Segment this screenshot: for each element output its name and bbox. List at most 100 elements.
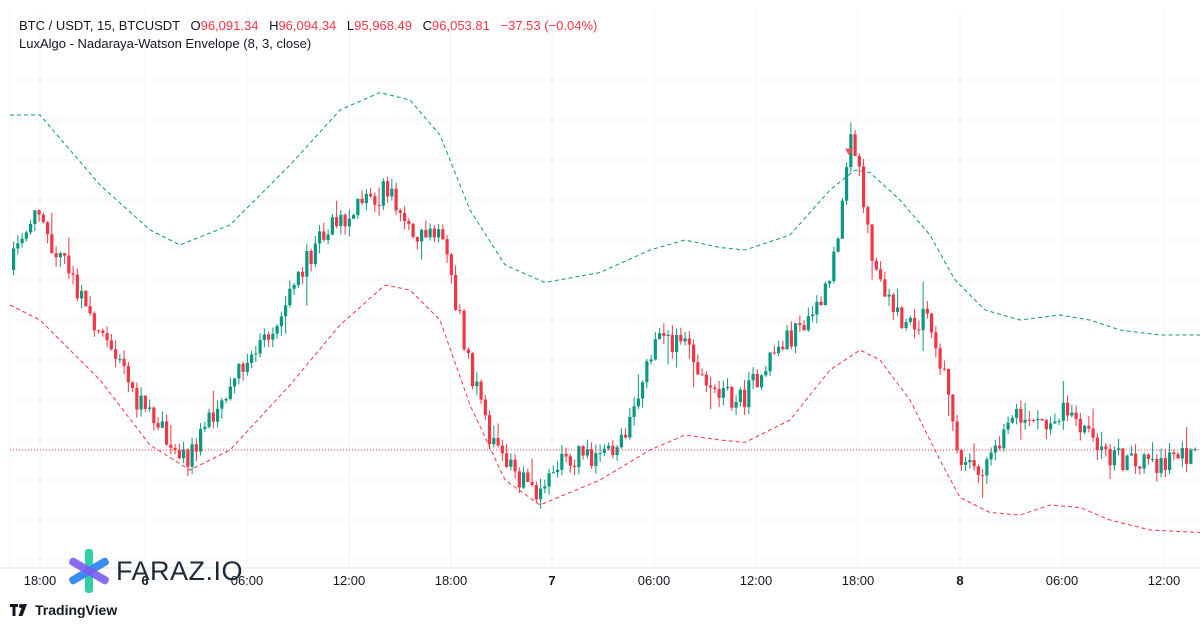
candle-body bbox=[1044, 420, 1048, 430]
candle-body bbox=[403, 212, 407, 222]
candle-down bbox=[1095, 433, 1099, 460]
tradingview-attribution[interactable]: TradingView bbox=[10, 602, 117, 618]
candle-down bbox=[717, 380, 721, 408]
candle-down bbox=[462, 308, 466, 351]
candle-body bbox=[88, 306, 92, 314]
candle-body bbox=[692, 344, 696, 363]
candle-body bbox=[1180, 448, 1184, 459]
candle-body bbox=[449, 254, 453, 275]
candle-up bbox=[845, 162, 849, 205]
candle-up bbox=[1057, 418, 1061, 425]
open-label: O bbox=[190, 18, 201, 33]
candle-body bbox=[275, 326, 279, 334]
candle-body bbox=[806, 316, 810, 331]
candle-body bbox=[560, 453, 564, 470]
candle-body bbox=[101, 330, 105, 333]
candle-body bbox=[41, 214, 45, 223]
candle-body bbox=[539, 488, 543, 500]
candle-down bbox=[891, 293, 895, 320]
candle-body bbox=[271, 333, 275, 340]
candle-body bbox=[369, 193, 373, 197]
candle-body bbox=[526, 472, 530, 482]
candle-body bbox=[904, 322, 908, 328]
candle-body bbox=[573, 465, 577, 467]
candle-down bbox=[88, 296, 92, 316]
candle-up bbox=[683, 332, 687, 346]
candle-down bbox=[131, 381, 135, 393]
candle-body bbox=[913, 317, 917, 330]
candle-body bbox=[1049, 423, 1053, 430]
candle-down bbox=[37, 209, 41, 222]
candle-down bbox=[369, 187, 373, 198]
candle-body bbox=[343, 214, 347, 227]
candle-down bbox=[513, 454, 517, 479]
candle-body bbox=[373, 196, 377, 205]
candle-down bbox=[386, 176, 390, 203]
candle-down bbox=[454, 265, 458, 311]
candle-body bbox=[148, 407, 152, 409]
candle-down bbox=[122, 350, 126, 375]
x-tick-label: 12:00 bbox=[740, 573, 773, 588]
candle-body bbox=[1010, 417, 1014, 423]
candle-body bbox=[662, 333, 666, 336]
lower-envelope-line bbox=[9, 284, 1200, 533]
candle-up bbox=[420, 228, 424, 260]
candle-body bbox=[509, 459, 513, 467]
candle-body bbox=[551, 472, 555, 474]
x-tick-label: 18:00 bbox=[842, 573, 875, 588]
candle-body bbox=[751, 374, 755, 381]
candle-body bbox=[326, 234, 330, 240]
candle-body bbox=[789, 330, 793, 347]
candle-down bbox=[900, 305, 904, 330]
candle-up bbox=[887, 288, 891, 306]
candle-up bbox=[199, 423, 203, 456]
indicator-label[interactable]: LuxAlgo - Nadaraya-Watson Envelope (8, 3… bbox=[19, 36, 312, 51]
candle-up bbox=[250, 350, 254, 368]
high-value: 96,094.34 bbox=[278, 18, 337, 33]
candle-up bbox=[556, 461, 560, 478]
candle-down bbox=[883, 271, 887, 297]
candle-body bbox=[581, 446, 585, 456]
candle-body bbox=[126, 366, 130, 383]
candle-body bbox=[500, 445, 504, 454]
indicator-row[interactable]: LuxAlgo - Nadaraya-Watson Envelope (8, 3… bbox=[19, 35, 597, 53]
candle-body bbox=[445, 239, 449, 255]
candle-up bbox=[390, 178, 394, 201]
candle-body bbox=[114, 349, 118, 359]
candle-body bbox=[407, 221, 411, 224]
candle-down bbox=[67, 237, 71, 279]
candle-body bbox=[632, 406, 636, 417]
candle-down bbox=[92, 311, 96, 337]
candle-body bbox=[1168, 452, 1172, 471]
candle-body bbox=[122, 358, 126, 366]
candle-up bbox=[594, 444, 598, 474]
candle-down bbox=[177, 443, 181, 460]
candle-body bbox=[118, 358, 122, 360]
candle-up bbox=[666, 330, 670, 365]
candle-down bbox=[165, 414, 169, 446]
candle-body bbox=[432, 228, 436, 238]
candle-body bbox=[517, 471, 521, 488]
candle-down bbox=[101, 328, 105, 337]
candle-body bbox=[1057, 420, 1061, 422]
candle-body bbox=[700, 374, 704, 376]
candle-body bbox=[309, 251, 313, 264]
candle-down bbox=[377, 187, 381, 216]
candle-down bbox=[802, 320, 806, 331]
candle-up bbox=[330, 213, 334, 236]
candle-down bbox=[925, 301, 929, 319]
candle-down bbox=[713, 384, 717, 393]
candle-up bbox=[1061, 381, 1065, 430]
candle-up bbox=[896, 288, 900, 316]
candle-body bbox=[866, 207, 870, 225]
candle-up bbox=[577, 445, 581, 475]
candle-up bbox=[904, 318, 908, 331]
candle-down bbox=[1066, 395, 1070, 421]
candle-body bbox=[305, 251, 309, 277]
candle-body bbox=[658, 333, 662, 340]
candle-body bbox=[925, 308, 929, 314]
candle-body bbox=[411, 223, 415, 237]
candle-body bbox=[347, 218, 351, 227]
candle-down bbox=[156, 417, 160, 431]
